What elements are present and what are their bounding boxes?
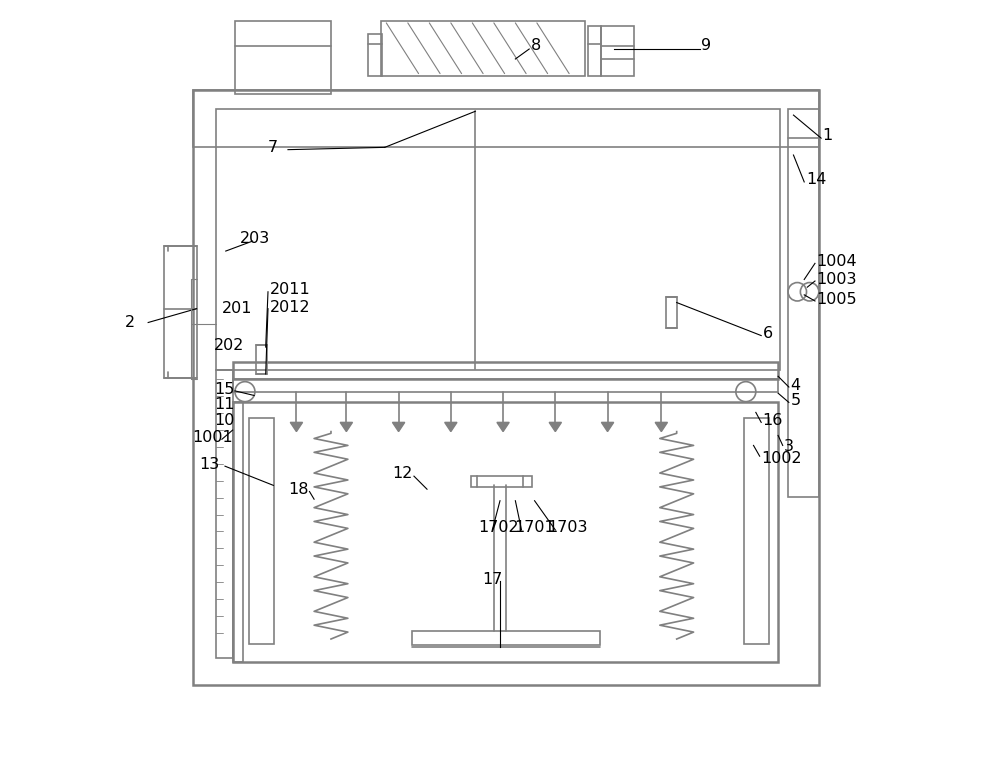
Text: 1702: 1702: [478, 520, 519, 535]
Text: 8: 8: [531, 39, 541, 53]
Bar: [412, 631, 600, 645]
Text: 1003: 1003: [817, 272, 857, 287]
Polygon shape: [601, 423, 614, 432]
Text: 6: 6: [763, 326, 773, 341]
Polygon shape: [655, 423, 667, 432]
Bar: [256, 345, 267, 374]
Text: 1005: 1005: [817, 292, 857, 307]
Text: 2011: 2011: [270, 282, 310, 297]
Text: 5: 5: [790, 393, 801, 409]
Text: 12: 12: [392, 466, 413, 481]
Bar: [233, 379, 778, 392]
Text: 4: 4: [790, 378, 801, 393]
Bar: [471, 476, 532, 487]
Text: 202: 202: [214, 338, 245, 353]
Text: 16: 16: [763, 412, 783, 428]
Text: 11: 11: [214, 397, 235, 412]
Text: 1701: 1701: [514, 520, 555, 535]
Text: 17: 17: [482, 571, 503, 587]
Bar: [193, 89, 819, 147]
Text: 13: 13: [199, 457, 219, 472]
Polygon shape: [340, 423, 353, 432]
Polygon shape: [445, 423, 457, 432]
Text: 18: 18: [289, 482, 309, 497]
Bar: [588, 26, 601, 76]
Text: 201: 201: [222, 301, 252, 316]
Bar: [216, 370, 233, 658]
Bar: [233, 402, 243, 662]
Text: 1001: 1001: [193, 430, 233, 445]
Text: 203: 203: [240, 231, 271, 245]
Bar: [788, 109, 819, 497]
Text: 2012: 2012: [270, 300, 310, 315]
Bar: [249, 418, 274, 645]
Text: 1002: 1002: [761, 451, 802, 466]
Bar: [216, 109, 780, 370]
Bar: [164, 246, 197, 378]
Polygon shape: [549, 423, 561, 432]
Polygon shape: [497, 423, 509, 432]
Text: 1: 1: [823, 128, 833, 143]
Text: 1703: 1703: [548, 520, 588, 535]
Text: 10: 10: [214, 412, 235, 428]
Text: 14: 14: [806, 172, 826, 187]
Text: 9: 9: [701, 39, 711, 53]
Text: 1004: 1004: [817, 254, 857, 268]
Text: 3: 3: [784, 439, 794, 454]
Bar: [744, 418, 769, 645]
Bar: [601, 26, 634, 76]
Text: 2: 2: [125, 315, 135, 330]
Bar: [666, 297, 677, 328]
Bar: [233, 362, 778, 379]
Bar: [235, 21, 331, 93]
Bar: [381, 21, 585, 76]
Text: 7: 7: [268, 140, 278, 155]
Text: 15: 15: [214, 382, 235, 397]
Polygon shape: [392, 423, 405, 432]
Bar: [233, 402, 778, 662]
Bar: [193, 89, 819, 685]
Polygon shape: [290, 423, 303, 432]
Bar: [368, 34, 382, 76]
